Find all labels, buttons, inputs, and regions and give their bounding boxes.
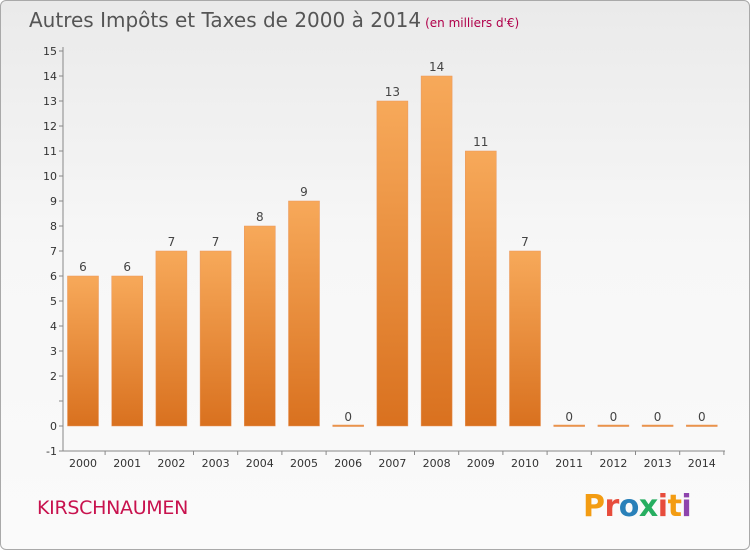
data-label: 0 (565, 410, 573, 424)
data-label: 7 (168, 235, 176, 249)
data-label: 0 (610, 410, 618, 424)
y-tick-label: 0 (50, 420, 57, 433)
y-tick-label: 15 (43, 45, 57, 58)
title-text: Autres Impôts et Taxes de 2000 à 2014 (29, 8, 422, 32)
x-tick-label: 2011 (555, 457, 583, 470)
logo-letter: o (618, 489, 640, 524)
data-label: 0 (654, 410, 662, 424)
x-tick-label: 2012 (599, 457, 627, 470)
y-tick-label: 14 (43, 70, 57, 83)
data-label: 7 (212, 235, 220, 249)
data-label: 6 (79, 260, 87, 274)
bar-2000 (67, 275, 99, 427)
x-tick-label: 2009 (467, 457, 495, 470)
bar-2014 (686, 424, 718, 427)
logo-letter: x (638, 489, 658, 524)
bar-2011 (553, 424, 585, 427)
y-tick-label: 3 (50, 345, 57, 358)
data-label: 9 (300, 185, 308, 199)
logo-letter: i (657, 489, 668, 524)
data-label: 13 (385, 85, 400, 99)
data-label: 8 (256, 210, 264, 224)
y-tick-label: 5 (50, 295, 57, 308)
x-tick-label: 2008 (423, 457, 451, 470)
bar-2013 (641, 424, 674, 427)
x-tick-label: 2003 (202, 457, 230, 470)
y-tick-label: 12 (43, 120, 57, 133)
commune-name: KIRSCHNAUMEN (37, 497, 189, 519)
data-label: 11 (473, 135, 488, 149)
x-tick-label: 2001 (113, 457, 141, 470)
x-tick-label: 2006 (334, 457, 362, 470)
x-tick-label: 2007 (378, 457, 406, 470)
bar-2003 (199, 250, 232, 427)
y-tick-label: 9 (50, 195, 57, 208)
y-tick-label: 11 (43, 145, 57, 158)
bar-2006 (332, 424, 364, 427)
bar-2010 (509, 250, 541, 427)
y-tick-label: 10 (43, 170, 57, 183)
x-tick-label: 2014 (688, 457, 716, 470)
logo-letter: r (604, 489, 620, 524)
bar-2002 (155, 250, 188, 427)
y-tick-label: -1 (46, 445, 57, 458)
x-tick-label: 2002 (157, 457, 185, 470)
logo-letter: t (667, 489, 682, 524)
data-label: 0 (344, 410, 352, 424)
logo-letter: P (583, 489, 605, 524)
y-tick-label: 4 (50, 320, 57, 333)
y-tick-label: 6 (50, 270, 57, 283)
y-tick-label: 2 (50, 370, 57, 383)
bar-2012 (597, 424, 630, 427)
x-tick-label: 2013 (644, 457, 672, 470)
data-labels: 6 6 7 7 8 9 0 13 14 11 7 0 0 0 0 (79, 60, 705, 424)
logo-letter: i (681, 489, 692, 524)
bar-2004 (244, 225, 276, 427)
x-tick-label: 2005 (290, 457, 318, 470)
data-label: 0 (698, 410, 706, 424)
y-tick-label: 7 (50, 245, 57, 258)
data-label: 7 (521, 235, 529, 249)
y-tick-label: 13 (43, 95, 57, 108)
bars (67, 75, 718, 427)
x-tick-label: 2000 (69, 457, 97, 470)
chart-title: Autres Impôts et Taxes de 2000 à 2014 (en… (29, 8, 519, 32)
y-tick-label: 8 (50, 220, 57, 233)
data-label: 6 (123, 260, 131, 274)
axes: -1 0 2 3 4 5 6 7 8 9 10 11 12 13 14 15 2000 2001 2002 2003 2… (43, 45, 725, 470)
proxiti-logo: Proxiti (583, 489, 692, 524)
bar-2005 (288, 200, 320, 427)
data-label: 14 (429, 60, 444, 74)
x-tick-label: 2010 (511, 457, 539, 470)
chart-subtitle: (en milliers d'€) (425, 16, 520, 30)
bar-2001 (111, 275, 143, 427)
bar-2007 (376, 100, 409, 427)
x-tick-label: 2004 (246, 457, 274, 470)
bar-2008 (420, 75, 453, 427)
bar-2009 (465, 150, 497, 427)
